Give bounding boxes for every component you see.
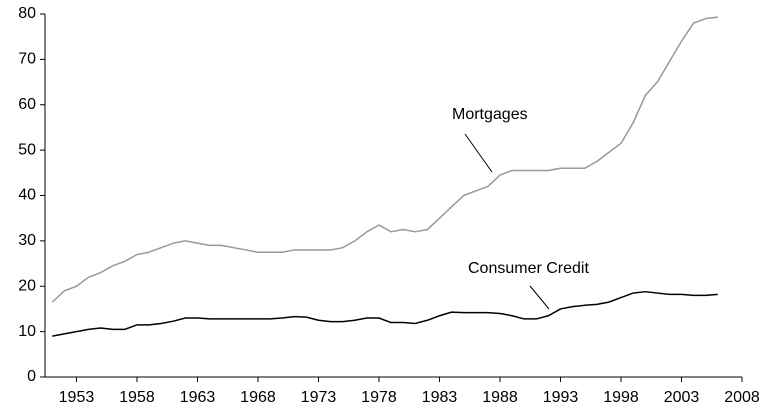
x-tick-label: 2003 bbox=[664, 389, 700, 406]
x-tick-label: 1973 bbox=[301, 389, 337, 406]
line bbox=[51, 16, 718, 303]
x-tick-label: 1978 bbox=[361, 389, 397, 406]
x-tick-label: 1968 bbox=[240, 389, 276, 406]
x-tick-label: 1993 bbox=[543, 389, 579, 406]
x-tick-label: 2008 bbox=[724, 389, 760, 406]
leader-line bbox=[529, 285, 550, 310]
x-tick-label: 1958 bbox=[119, 389, 155, 406]
leader-line bbox=[464, 133, 493, 173]
y-tick-label: 40 bbox=[18, 187, 36, 204]
annotation: Consumer Credit bbox=[468, 260, 589, 277]
y-tick-label: 80 bbox=[18, 5, 36, 22]
y-tick-label: 20 bbox=[18, 277, 36, 294]
x-tick-label: 1998 bbox=[603, 389, 639, 406]
x-tick-label: 1953 bbox=[59, 389, 95, 406]
x-tick-label: 1963 bbox=[180, 389, 216, 406]
line bbox=[52, 290, 718, 337]
annotation: Mortgages bbox=[452, 106, 528, 123]
y-tick-label: 50 bbox=[18, 141, 36, 158]
y-tick-label: 70 bbox=[18, 51, 36, 68]
x-tick-label: 1988 bbox=[482, 389, 518, 406]
y-tick-label: 0 bbox=[27, 368, 36, 385]
y-tick-label: 10 bbox=[18, 323, 36, 340]
y-tick-label: 30 bbox=[18, 232, 36, 249]
y-tick-label: 60 bbox=[18, 96, 36, 113]
x-tick-label: 1983 bbox=[422, 389, 458, 406]
